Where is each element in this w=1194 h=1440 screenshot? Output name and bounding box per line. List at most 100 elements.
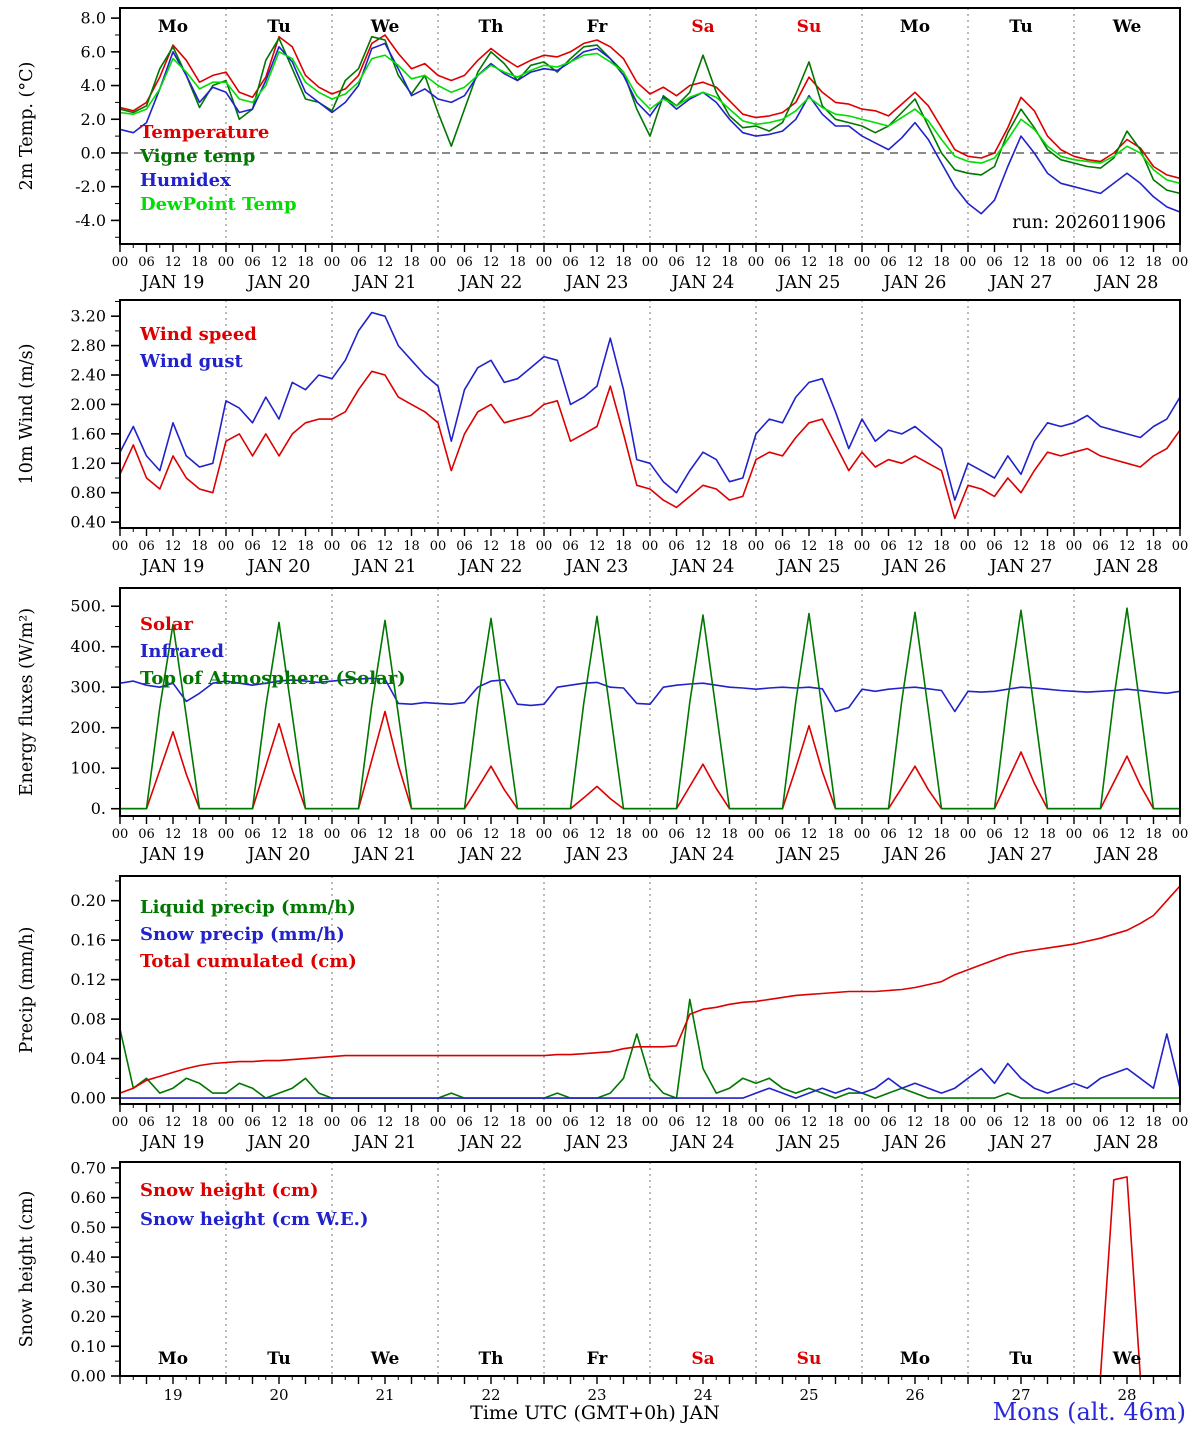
svg-text:06: 06: [1092, 1115, 1109, 1130]
svg-text:12: 12: [1013, 539, 1030, 554]
svg-text:18: 18: [297, 255, 314, 270]
svg-text:18: 18: [933, 1115, 950, 1130]
svg-text:JAN 20: JAN 20: [246, 273, 311, 293]
svg-text:00: 00: [324, 827, 341, 842]
svg-text:18: 18: [509, 255, 526, 270]
svg-text:06: 06: [986, 539, 1003, 554]
svg-text:06: 06: [244, 255, 261, 270]
svg-text:12: 12: [377, 1115, 394, 1130]
svg-text:12: 12: [271, 539, 288, 554]
svg-text:JAN 20: JAN 20: [246, 557, 311, 577]
svg-text:200.: 200.: [70, 718, 106, 737]
svg-text:18: 18: [403, 255, 420, 270]
svg-text:500.: 500.: [70, 597, 106, 616]
svg-text:00: 00: [748, 827, 765, 842]
svg-text:00: 00: [218, 255, 235, 270]
svg-text:Precip (mm/h): Precip (mm/h): [17, 927, 37, 1054]
svg-text:JAN 27: JAN 27: [988, 557, 1053, 577]
svg-text:Wind speed: Wind speed: [139, 324, 257, 345]
svg-text:00: 00: [854, 1115, 871, 1130]
svg-text:12: 12: [165, 827, 182, 842]
svg-text:06: 06: [774, 827, 791, 842]
svg-text:18: 18: [615, 255, 632, 270]
svg-text:JAN 24: JAN 24: [670, 557, 735, 577]
svg-text:Total cumulated (cm): Total cumulated (cm): [140, 951, 357, 972]
svg-text:00: 00: [960, 539, 977, 554]
temp-chart-panel: -4.0 -2.0 0.0 2.0 4.0 6.0 8.0 00 06 12 18 00 06 12 18 0…: [17, 7, 1189, 293]
svg-text:06: 06: [456, 827, 473, 842]
svg-text:18: 18: [191, 1115, 208, 1130]
svg-text:0.20: 0.20: [70, 1307, 106, 1326]
svg-text:JAN 27: JAN 27: [988, 845, 1053, 865]
svg-text:18: 18: [721, 827, 738, 842]
wind-chart-panel: 0.40 0.80 1.20 1.60 2.00 2.40 2.80 3.20 00 06 12 18…: [17, 299, 1188, 577]
svg-text:0.70: 0.70: [70, 1160, 106, 1177]
svg-text:00: 00: [430, 255, 447, 270]
svg-text:12: 12: [589, 1115, 606, 1130]
svg-text:Su: Su: [797, 17, 822, 37]
svg-text:18: 18: [403, 539, 420, 554]
svg-text:0.: 0.: [91, 799, 106, 818]
svg-text:06: 06: [880, 255, 897, 270]
svg-text:Mo: Mo: [900, 1349, 930, 1369]
svg-text:We: We: [1112, 17, 1142, 37]
svg-text:06: 06: [456, 539, 473, 554]
svg-text:JAN 21: JAN 21: [352, 1133, 417, 1153]
svg-text:Tu: Tu: [267, 1349, 290, 1369]
svg-text:06: 06: [456, 255, 473, 270]
time-axis-label: Time UTC (GMT+0h) JAN: [470, 1402, 720, 1424]
svg-text:00: 00: [430, 539, 447, 554]
svg-text:06: 06: [350, 827, 367, 842]
svg-text:06: 06: [138, 1115, 155, 1130]
svg-text:18: 18: [615, 827, 632, 842]
svg-text:20: 20: [269, 1386, 288, 1404]
svg-text:06: 06: [138, 539, 155, 554]
svg-text:00: 00: [112, 827, 129, 842]
svg-text:06: 06: [774, 539, 791, 554]
svg-text:06: 06: [880, 1115, 897, 1130]
svg-text:JAN 23: JAN 23: [564, 845, 629, 865]
svg-text:00: 00: [1172, 255, 1189, 270]
svg-text:Temperature: Temperature: [140, 122, 269, 143]
svg-text:18: 18: [191, 539, 208, 554]
svg-text:12: 12: [1119, 827, 1136, 842]
svg-text:Snow height (cm): Snow height (cm): [140, 1180, 319, 1201]
svg-text:18: 18: [1145, 255, 1162, 270]
svg-text:18: 18: [721, 539, 738, 554]
precip-chart-panel: 0.00 0.04 0.08 0.12 0.16 0.20 00 06 12 18 00 06 12 18…: [17, 875, 1188, 1153]
svg-text:JAN 27: JAN 27: [988, 273, 1053, 293]
svg-text:06: 06: [562, 539, 579, 554]
svg-text:JAN 24: JAN 24: [670, 1133, 735, 1153]
svg-text:0.08: 0.08: [70, 1010, 106, 1029]
svg-text:00: 00: [324, 539, 341, 554]
svg-text:18: 18: [1039, 827, 1056, 842]
svg-text:JAN 19: JAN 19: [140, 1133, 205, 1153]
svg-text:JAN 20: JAN 20: [246, 1133, 311, 1153]
svg-text:18: 18: [933, 255, 950, 270]
svg-text:JAN 24: JAN 24: [670, 273, 735, 293]
svg-text:Snow height (cm W.E.): Snow height (cm W.E.): [140, 1209, 368, 1230]
svg-text:We: We: [370, 1349, 400, 1369]
svg-text:JAN 28: JAN 28: [1094, 845, 1159, 865]
svg-text:JAN 21: JAN 21: [352, 845, 417, 865]
svg-text:0.50: 0.50: [70, 1218, 106, 1237]
svg-text:00: 00: [430, 1115, 447, 1130]
svg-text:06: 06: [350, 255, 367, 270]
svg-text:12: 12: [165, 539, 182, 554]
svg-text:00: 00: [1172, 827, 1189, 842]
svg-text:00: 00: [642, 827, 659, 842]
svg-text:00: 00: [112, 1115, 129, 1130]
svg-text:00: 00: [854, 255, 871, 270]
svg-text:00: 00: [536, 1115, 553, 1130]
svg-text:12: 12: [377, 255, 394, 270]
svg-text:10m Wind (m/s): 10m Wind (m/s): [17, 344, 37, 485]
svg-text:12: 12: [1119, 539, 1136, 554]
svg-text:JAN 23: JAN 23: [564, 273, 629, 293]
svg-text:06: 06: [1092, 827, 1109, 842]
svg-text:06: 06: [986, 255, 1003, 270]
svg-text:19: 19: [163, 1386, 182, 1404]
svg-text:18: 18: [827, 1115, 844, 1130]
svg-text:4.0: 4.0: [81, 76, 106, 95]
svg-text:12: 12: [483, 255, 500, 270]
station-label: Mons (alt. 46m): [992, 1398, 1186, 1426]
